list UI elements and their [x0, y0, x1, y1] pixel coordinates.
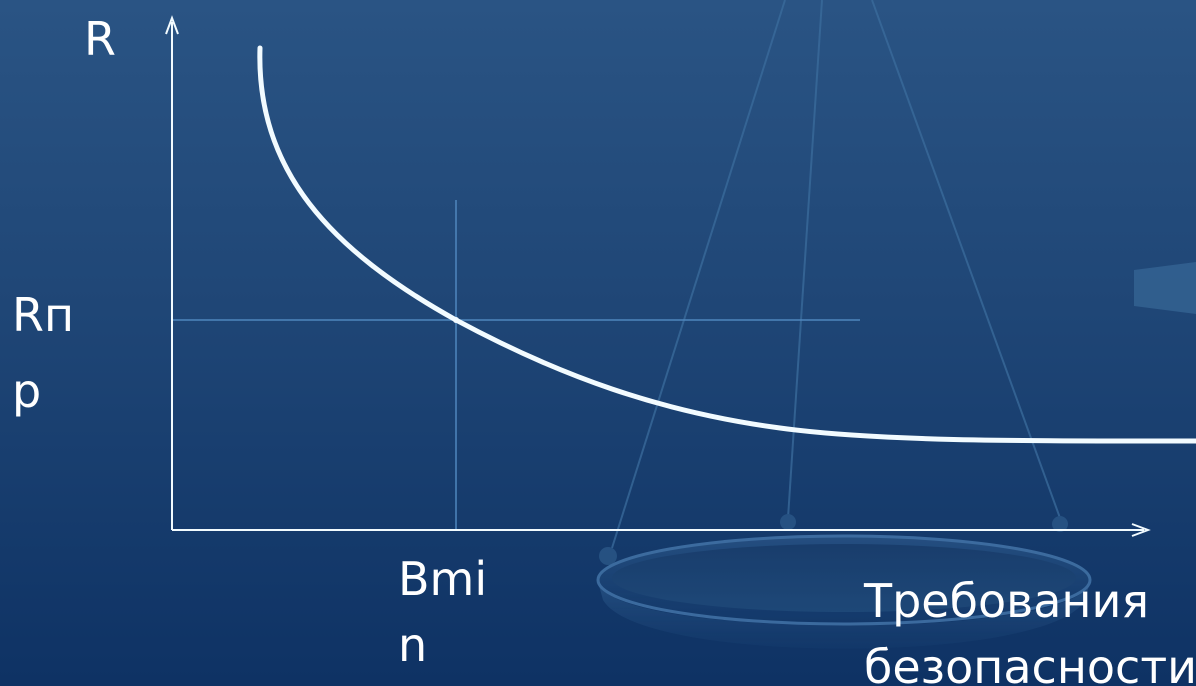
x-marker-label-line1: Bmi	[398, 552, 488, 606]
balance-scale-icon	[596, 0, 1196, 649]
x-axis-arrow-icon	[1131, 523, 1151, 537]
y-marker-label-line2: р	[12, 364, 42, 418]
y-axis-arrow-icon	[165, 15, 179, 35]
x-axis-label-line1: Требования	[864, 574, 1150, 628]
x-marker-label-line2: n	[398, 618, 428, 672]
x-axis-label-line2: безопасности	[864, 640, 1196, 686]
y-marker-label-line1: Rп	[12, 288, 75, 342]
intersection-point	[453, 317, 459, 323]
y-axis-label: R	[84, 12, 116, 66]
risk-curve	[257, 45, 1196, 444]
